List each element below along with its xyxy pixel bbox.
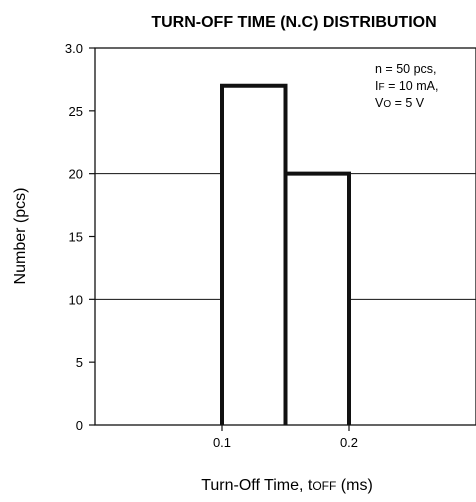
- y-tick-label: 3.0: [65, 41, 83, 56]
- annotation-text: I: [375, 79, 378, 93]
- x-axis-label: Turn-Off Time, tOFF (ms): [201, 477, 373, 494]
- y-tick-label: 15: [69, 230, 83, 245]
- histogram-bar: [283, 171, 351, 425]
- histogram-bar-fill: [285, 173, 349, 425]
- y-axis-label: Number (pcs): [12, 188, 29, 285]
- y-tick-label: 5: [76, 355, 83, 370]
- x-tick-label: 0.2: [340, 435, 358, 450]
- annotation-text: V: [375, 96, 384, 110]
- y-tick-label: 10: [69, 292, 83, 307]
- annotation-line: VO = 5 V: [375, 96, 425, 110]
- annotation-box: n = 50 pcs, IF = 10 mA, VO = 5 V: [375, 62, 442, 110]
- annotation-line: n = 50 pcs,: [375, 62, 437, 76]
- x-axis-label-main: Turn-Off Time, t: [201, 477, 313, 494]
- annotation-text: = 5 V: [391, 96, 425, 110]
- chart-title: TURN-OFF TIME (N.C) DISTRIBUTION: [151, 14, 436, 31]
- x-tick-label: 0.1: [213, 435, 231, 450]
- x-axis-label-sub: OFF: [312, 479, 336, 493]
- y-tick-label: 20: [69, 167, 83, 182]
- histogram-bar-fill: [222, 85, 286, 425]
- annotation-line: IF = 10 mA,: [375, 79, 438, 93]
- annotation-subscript: F: [378, 82, 384, 93]
- annotation-subscript: O: [383, 99, 391, 110]
- annotation-text: n = 50 pcs,: [375, 62, 437, 76]
- y-tick-label: 0: [76, 418, 83, 433]
- y-tick-label: 25: [69, 104, 83, 119]
- x-axis-label-unit: (ms): [336, 477, 372, 494]
- annotation-text: = 10 mA,: [385, 79, 439, 93]
